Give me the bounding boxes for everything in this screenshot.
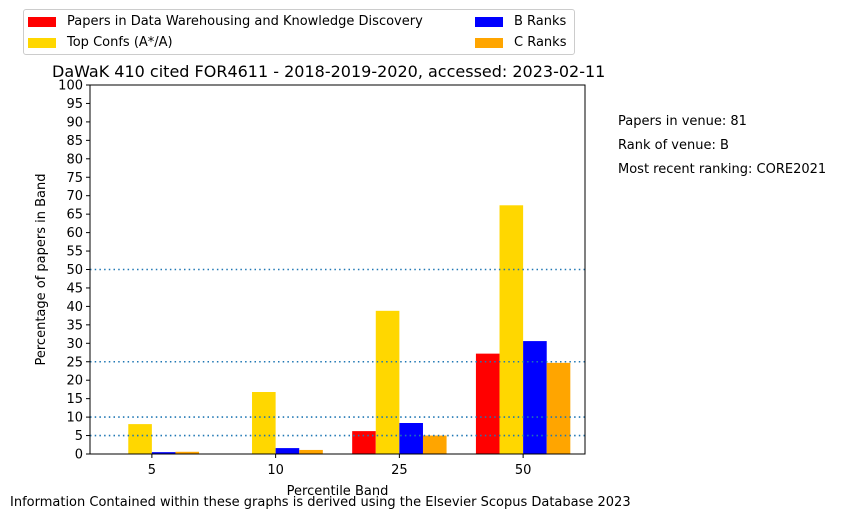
y-tick-label-90: 90 (66, 115, 83, 130)
y-tick-label-70: 70 (66, 189, 83, 204)
y-tick-label-55: 55 (66, 245, 83, 260)
x-tick-label-25: 25 (391, 463, 408, 478)
bar-b-ranks-10 (275, 448, 300, 454)
legend-swatch-c-ranks (475, 37, 503, 48)
bar-b-ranks-25 (399, 423, 423, 454)
y-tick-label-20: 20 (66, 374, 83, 389)
bar-top-confs-a-a-10 (252, 392, 276, 454)
bar-b-ranks-50 (523, 341, 547, 454)
papers-in-venue-text: Papers in venue: 81 (618, 114, 747, 129)
y-tick-label-95: 95 (66, 97, 83, 112)
y-tick-label-30: 30 (66, 337, 83, 352)
legend-item-b-ranks: B Ranks (475, 14, 566, 30)
y-tick-label-65: 65 (66, 208, 83, 223)
y-tick-label-80: 80 (66, 152, 83, 167)
legend-item-c-ranks: C Ranks (475, 35, 566, 51)
y-tick-label-50: 50 (66, 263, 83, 278)
legend-swatch-papers (28, 16, 56, 27)
source-footnote: Information Contained within these graph… (10, 495, 631, 510)
x-tick-label-50: 50 (515, 463, 532, 478)
legend-swatch-top-confs (28, 37, 56, 48)
bar-top-confs-a-a-25 (375, 310, 400, 454)
y-tick-label-75: 75 (66, 171, 83, 186)
y-axis-label: Percentage of papers in Band (34, 173, 49, 365)
chart-title: DaWaK 410 cited FOR4611 - 2018-2019-2020… (52, 62, 606, 81)
bar-c-ranks-10 (299, 449, 323, 454)
legend-item-papers: Papers in Data Warehousing and Knowledge… (28, 14, 423, 30)
bar-papers-in-data-warehousing-and-knowledge-discovery-50 (475, 353, 500, 454)
y-tick-label-40: 40 (66, 300, 83, 315)
y-tick-label-100: 100 (58, 79, 83, 94)
bar-top-confs-a-a-5 (128, 424, 152, 454)
legend-label-c-ranks: C Ranks (514, 35, 567, 50)
bar-b-ranks-5 (151, 452, 176, 454)
y-tick-label-10: 10 (66, 411, 83, 426)
venue-info: Papers in venue: 81 Rank of venue: B Mos… (618, 110, 826, 182)
legend-label-b-ranks: B Ranks (514, 14, 567, 29)
y-tick-label-60: 60 (66, 226, 83, 241)
y-tick-label-15: 15 (66, 392, 83, 407)
x-tick-label-10: 10 (267, 463, 284, 478)
most-recent-ranking-text: Most recent ranking: CORE2021 (618, 162, 827, 177)
y-tick-label-85: 85 (66, 134, 83, 149)
bar-c-ranks-5 (175, 451, 200, 454)
y-tick-label-25: 25 (66, 355, 83, 370)
legend-item-top-confs: Top Confs (A*/A) (28, 35, 173, 51)
x-axis-label: Percentile Band (287, 484, 389, 499)
legend-swatch-b-ranks (475, 16, 503, 27)
bar-c-ranks-25 (422, 435, 447, 454)
y-tick-label-5: 5 (75, 429, 83, 444)
bar-c-ranks-50 (546, 362, 571, 454)
rank-of-venue-text: Rank of venue: B (618, 138, 729, 153)
chart-legend: Papers in Data Warehousing and Knowledge… (23, 9, 575, 55)
y-tick-label-35: 35 (66, 318, 83, 333)
bar-top-confs-a-a-50 (499, 205, 524, 454)
y-tick-label-0: 0 (75, 448, 83, 463)
bar-papers-in-data-warehousing-and-knowledge-discovery-25 (352, 431, 376, 454)
legend-label-top-confs: Top Confs (A*/A) (67, 35, 173, 50)
x-tick-label-5: 5 (148, 463, 156, 478)
y-tick-label-45: 45 (66, 281, 83, 296)
legend-label-papers: Papers in Data Warehousing and Knowledge… (67, 14, 423, 29)
